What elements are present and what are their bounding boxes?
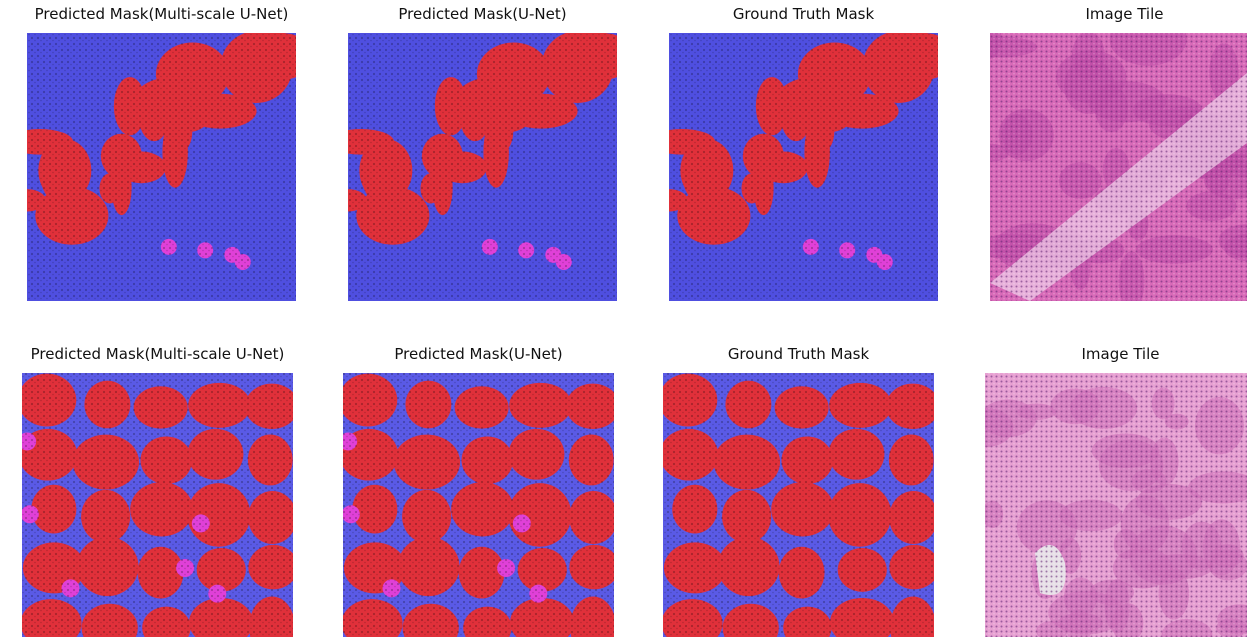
- mask-texture: [27, 33, 296, 301]
- image-panel: [328, 11, 641, 301]
- image-panel: [18, 373, 299, 637]
- panel-title: Ground Truth Mask: [728, 345, 870, 363]
- panel-title: Predicted Mask(Multi-scale U-Net): [35, 5, 289, 23]
- panel-title: Predicted Mask(U-Net): [398, 5, 566, 23]
- mask-texture: [22, 373, 293, 637]
- panel-title: Image Tile: [1081, 345, 1159, 363]
- mask-texture: [669, 33, 938, 301]
- mask-texture: [343, 373, 614, 637]
- panel-title: Predicted Mask(Multi-scale U-Net): [31, 345, 285, 363]
- image-panel: [7, 11, 320, 301]
- image-panel: [339, 373, 620, 637]
- image-panel: [659, 373, 940, 637]
- figure: Predicted Mask(Multi-scale U-Net) Predict…: [0, 0, 1247, 637]
- panel-title: Predicted Mask(U-Net): [394, 345, 562, 363]
- image-panel: [967, 13, 1247, 310]
- mask-texture: [348, 33, 617, 301]
- panel-title: Ground Truth Mask: [733, 5, 875, 23]
- image-panel: [649, 11, 962, 301]
- mask-texture: [663, 373, 934, 637]
- tile-texture: [985, 373, 1247, 637]
- panel-title: Image Tile: [1085, 5, 1163, 23]
- tile-texture: [990, 33, 1247, 301]
- image-panel: [957, 373, 1247, 637]
